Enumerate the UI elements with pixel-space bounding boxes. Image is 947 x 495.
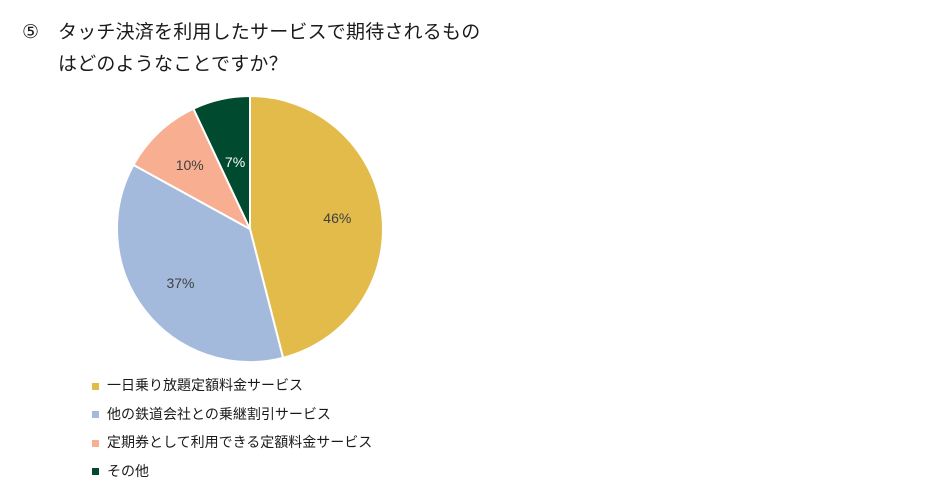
page-title: ⑤ タッチ決済を利用したサービスで期待されるもの はどのようなことですか？ — [22, 16, 480, 80]
chart-legend: 一日乗り放題定額料金サービス 他の鉄道会社との乗継割引サービス 定期券として利用… — [92, 372, 372, 486]
legend-swatch — [92, 411, 99, 419]
legend-label: 一日乗り放題定額料金サービス — [107, 378, 303, 394]
title-line-2: はどのようなことですか？ — [58, 53, 288, 75]
pie-data-label-other: 7% — [225, 154, 245, 170]
legend-label: 他の鉄道会社との乗継割引サービス — [107, 406, 331, 423]
legend-swatch — [92, 439, 99, 447]
pie-data-label-commuter-pass: 10% — [176, 157, 204, 173]
pie-data-label-one-day-pass: 46% — [323, 210, 351, 226]
legend-item: 一日乗り放題定額料金サービス — [92, 372, 372, 401]
pie-slice-transfer-discount — [116, 163, 285, 363]
pie-data-label-transfer-discount: 37% — [166, 275, 194, 291]
legend-swatch — [92, 382, 99, 390]
pie-slice-commuter-pass — [132, 107, 251, 230]
legend-label: 定期券として利用できる定額料金サービス — [107, 435, 373, 451]
title-line-1: タッチ決済を利用したサービスで期待されるもの — [58, 21, 481, 43]
legend-item: 他の鉄道会社との乗継割引サービス — [92, 401, 372, 430]
pie-slice-other — [192, 95, 251, 230]
legend-item: その他 — [92, 458, 372, 487]
pie-slice-one-day-pass — [249, 95, 384, 359]
title-number: ⑤ — [22, 21, 40, 43]
legend-swatch — [92, 468, 99, 476]
legend-label: その他 — [107, 463, 149, 480]
legend-item: 定期券として利用できる定額料金サービス — [92, 429, 372, 458]
